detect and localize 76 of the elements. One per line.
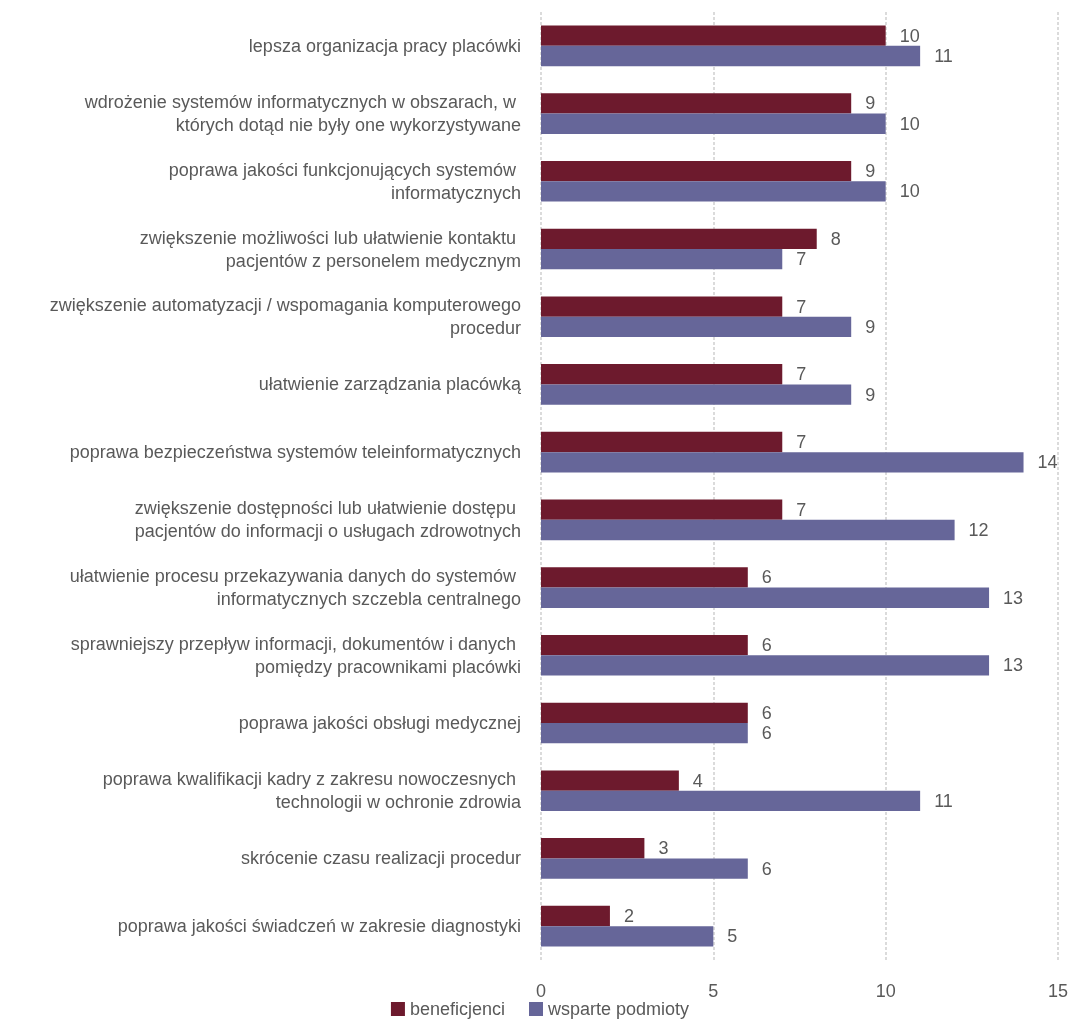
- data-label: 6: [761, 567, 772, 588]
- bar: [541, 770, 679, 791]
- y-tick-label: zwiększenie dostępności lub ułatwienie dostępu pacjentów do informacji o usługach zdrowotnych: [134, 498, 521, 542]
- bar: [541, 45, 921, 67]
- y-tick-label: zwiększenie automatyzacji / wspomagania komputerowego procedur: [49, 295, 521, 339]
- y-tick-label: poprawa bezpieczeństwa systemów teleinformatycznych: [69, 442, 521, 463]
- data-label: 5: [727, 926, 738, 947]
- data-label: 14: [1037, 452, 1058, 473]
- bar: [541, 181, 886, 202]
- bar: [541, 838, 645, 859]
- bar: [541, 25, 886, 46]
- bar: [541, 790, 921, 812]
- bar: [541, 249, 783, 270]
- data-label: 10: [899, 113, 920, 134]
- y-tick-label: poprawa kwalifikacji kadry z zakresu nowoczesnych technologii w ochronie zdrowia: [102, 769, 522, 813]
- data-label: 9: [865, 316, 876, 337]
- bar: [541, 93, 852, 114]
- data-label: 7: [796, 431, 807, 452]
- data-label: 7: [796, 249, 807, 270]
- bar: [541, 723, 748, 744]
- bar: [541, 296, 783, 317]
- data-label: 8: [830, 228, 841, 249]
- bar: [541, 655, 990, 676]
- bar: [541, 364, 783, 385]
- bar: [541, 160, 852, 182]
- x-tick-label: 15: [1047, 981, 1069, 1001]
- data-label: 9: [865, 161, 876, 182]
- bar: [541, 926, 714, 947]
- data-label: 13: [1003, 655, 1024, 676]
- data-label: 11: [934, 790, 953, 811]
- bar: [541, 431, 783, 453]
- legend-label: wsparte podmioty: [547, 999, 690, 1019]
- x-tick-label: 0: [535, 981, 547, 1001]
- data-label: 9: [865, 384, 876, 405]
- data-label: 10: [899, 181, 920, 202]
- data-label: 6: [761, 702, 772, 723]
- bar: [541, 858, 748, 879]
- bar: [541, 452, 1024, 473]
- data-label: 7: [796, 499, 807, 520]
- data-label: 12: [968, 520, 989, 541]
- bar: [541, 519, 955, 541]
- bar: [541, 113, 886, 134]
- data-label: 3: [658, 838, 669, 859]
- bar: [541, 905, 610, 927]
- x-tick-label: 10: [875, 981, 896, 1001]
- data-label: 9: [865, 93, 876, 114]
- bar: [541, 316, 852, 338]
- bar: [541, 499, 783, 520]
- y-tick-label: poprawa jakości funkcjonujących systemów informatycznych: [168, 159, 521, 203]
- y-tick-label: skrócenie czasu realizacji procedur: [240, 848, 522, 869]
- y-tick-label: poprawa jakości świadczeń w zakresie diagnostyki: [117, 916, 521, 937]
- data-label: 6: [761, 635, 772, 656]
- x-tick-label: 5: [708, 981, 719, 1001]
- data-label: 7: [796, 296, 807, 317]
- y-tick-label: lepsza organizacja pracy placówki: [248, 35, 521, 56]
- bar: [541, 587, 990, 608]
- data-label: 13: [1003, 587, 1024, 608]
- data-label: 10: [899, 25, 920, 46]
- y-tick-label: poprawa jakości obsługi medycznej: [238, 713, 521, 733]
- data-label: 7: [796, 364, 807, 385]
- data-label: 6: [761, 723, 772, 744]
- bar: [541, 228, 817, 249]
- bar: [541, 634, 748, 656]
- data-label: 4: [692, 770, 703, 791]
- data-label: 2: [623, 905, 634, 926]
- y-tick-label: ułatwienie procesu przekazywania danych do systemów informatycznych szczebla centralnego: [69, 566, 521, 610]
- y-tick-label: zwiększenie możliwości lub ułatwienie kontaktu pacjentów z personelem medycznym: [139, 227, 521, 271]
- y-tick-label: sprawniejszy przepływ informacji, dokumentów i danych pomiędzy pracownikami placówki: [70, 633, 521, 677]
- data-label: 6: [761, 858, 772, 879]
- legend-label: beneficjenci: [409, 999, 505, 1019]
- bar: [541, 702, 748, 723]
- y-tick-label: ułatwienie zarządzania placówką: [258, 374, 522, 395]
- data-label: 11: [934, 46, 953, 67]
- bar: [541, 567, 748, 588]
- bar: [541, 384, 852, 405]
- y-tick-label: wdrożenie systemów informatycznych w obszarach, w których dotąd nie były one wykorzystywane: [83, 92, 521, 136]
